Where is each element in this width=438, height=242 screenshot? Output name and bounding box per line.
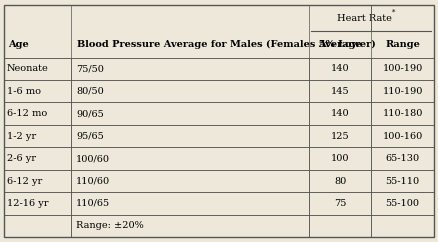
Bar xyxy=(309,170,371,192)
Text: 100-160: 100-160 xyxy=(382,132,423,141)
Text: Heart Rate: Heart Rate xyxy=(337,14,392,23)
Bar xyxy=(371,125,434,147)
Bar xyxy=(4,102,71,125)
Bar xyxy=(371,147,434,170)
Bar xyxy=(309,215,371,237)
Bar xyxy=(71,147,309,170)
Bar xyxy=(71,58,309,80)
Bar xyxy=(371,215,434,237)
Text: 75/50: 75/50 xyxy=(76,64,104,73)
Bar xyxy=(309,170,371,192)
Bar xyxy=(371,192,434,215)
Bar xyxy=(309,80,371,102)
Bar xyxy=(4,170,71,192)
Bar xyxy=(309,192,371,215)
Text: 145: 145 xyxy=(331,87,350,96)
Bar xyxy=(371,58,434,80)
Bar xyxy=(309,102,371,125)
Text: *: * xyxy=(392,9,395,17)
Text: 100-190: 100-190 xyxy=(382,64,423,73)
Text: Blood Pressure Average for Males (Females 5% Lower): Blood Pressure Average for Males (Female… xyxy=(78,40,376,49)
Bar xyxy=(371,170,434,192)
Bar xyxy=(371,102,434,125)
Bar xyxy=(4,80,71,102)
Bar xyxy=(309,215,371,237)
Text: 110/65: 110/65 xyxy=(76,199,110,208)
Text: 12-16 yr: 12-16 yr xyxy=(7,199,48,208)
Bar xyxy=(371,80,434,102)
Text: Age: Age xyxy=(8,40,28,49)
Bar xyxy=(309,80,371,102)
Bar xyxy=(4,58,71,80)
Bar xyxy=(309,125,371,147)
Bar xyxy=(71,102,309,125)
Bar xyxy=(371,80,434,102)
Bar xyxy=(71,215,309,237)
Text: 1-2 yr: 1-2 yr xyxy=(7,132,35,141)
Text: Range: Range xyxy=(385,40,420,49)
Bar xyxy=(71,58,309,80)
Bar xyxy=(371,147,434,170)
Text: 6-12 mo: 6-12 mo xyxy=(7,109,47,118)
Bar xyxy=(4,192,71,215)
Bar xyxy=(4,80,71,102)
Bar xyxy=(71,192,309,215)
Bar xyxy=(371,192,434,215)
Bar xyxy=(309,192,371,215)
Bar xyxy=(4,147,71,170)
Bar xyxy=(71,170,309,192)
Bar xyxy=(4,125,71,147)
Text: 95/65: 95/65 xyxy=(76,132,104,141)
Text: 1-6 mo: 1-6 mo xyxy=(7,87,41,96)
Text: Neonate: Neonate xyxy=(7,64,48,73)
Bar xyxy=(71,125,309,147)
Text: Range: ±20%: Range: ±20% xyxy=(76,221,144,230)
Bar xyxy=(4,58,71,80)
Bar xyxy=(309,102,371,125)
Bar xyxy=(71,102,309,125)
Text: 80: 80 xyxy=(334,176,346,186)
Text: 2-6 yr: 2-6 yr xyxy=(7,154,35,163)
Bar xyxy=(4,215,71,237)
Bar xyxy=(4,192,71,215)
Bar xyxy=(4,170,71,192)
Text: 55-100: 55-100 xyxy=(385,199,420,208)
Bar xyxy=(371,58,434,80)
Text: 125: 125 xyxy=(331,132,350,141)
Text: 140: 140 xyxy=(331,64,350,73)
Text: 100/60: 100/60 xyxy=(76,154,110,163)
Bar xyxy=(309,147,371,170)
Bar xyxy=(371,215,434,237)
Bar xyxy=(71,80,309,102)
Text: 65-130: 65-130 xyxy=(385,154,420,163)
Text: 6-12 yr: 6-12 yr xyxy=(7,176,42,186)
Text: 90/65: 90/65 xyxy=(76,109,104,118)
Bar xyxy=(71,192,309,215)
Bar xyxy=(309,147,371,170)
Text: 110/60: 110/60 xyxy=(76,176,110,186)
Bar xyxy=(371,170,434,192)
Bar xyxy=(71,80,309,102)
Text: 75: 75 xyxy=(334,199,346,208)
Text: 55-110: 55-110 xyxy=(385,176,420,186)
Text: 100: 100 xyxy=(331,154,350,163)
Text: Average: Average xyxy=(318,40,362,49)
Bar xyxy=(71,215,309,237)
Bar xyxy=(371,125,434,147)
Bar xyxy=(4,147,71,170)
Bar xyxy=(71,170,309,192)
Bar xyxy=(71,147,309,170)
Bar xyxy=(309,58,371,80)
Text: 110-180: 110-180 xyxy=(382,109,423,118)
Bar xyxy=(309,125,371,147)
Text: 110-190: 110-190 xyxy=(382,87,423,96)
Bar xyxy=(371,102,434,125)
Bar xyxy=(4,125,71,147)
Bar xyxy=(71,125,309,147)
Text: 80/50: 80/50 xyxy=(76,87,104,96)
Bar xyxy=(4,102,71,125)
Bar xyxy=(309,58,371,80)
Text: 140: 140 xyxy=(331,109,350,118)
Bar xyxy=(4,215,71,237)
